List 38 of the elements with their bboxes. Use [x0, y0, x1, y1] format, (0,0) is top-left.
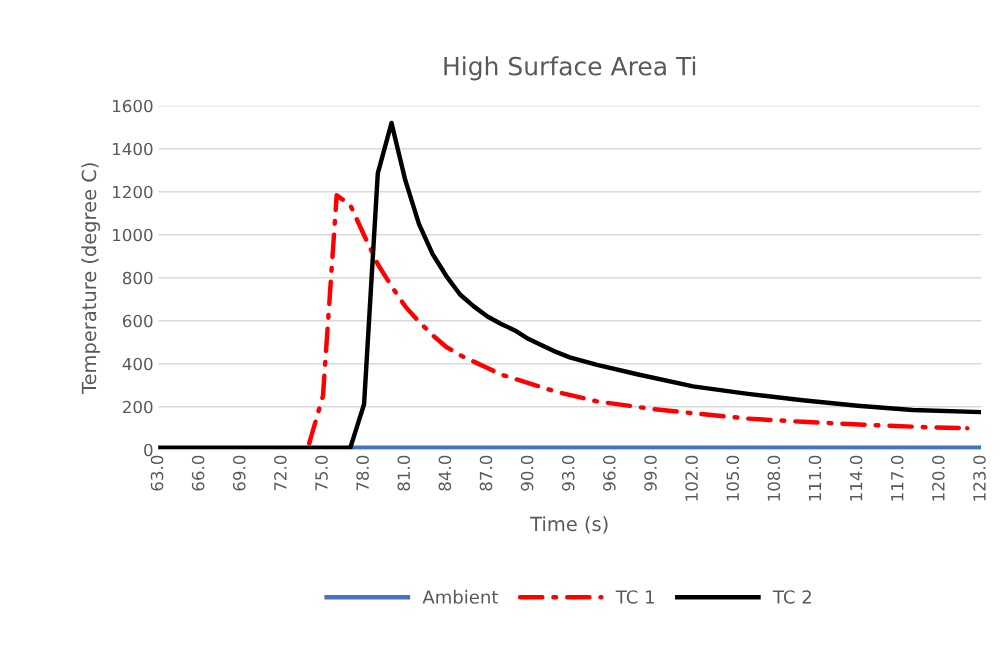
x-tick-label: 117.0	[890, 455, 904, 501]
x-tick-label: 78.0	[356, 455, 369, 491]
y-tick-label: 400	[122, 357, 153, 371]
legend-label: Ambient	[422, 589, 498, 604]
x-tick-label: 108.0	[767, 455, 781, 501]
x-tick-label: 102.0	[685, 455, 698, 501]
y-tick-label: 1600	[113, 99, 153, 113]
x-tick-label: 96.0	[603, 455, 616, 491]
point	[965, 426, 970, 431]
chart-title: High Surface Area Ti	[444, 56, 696, 81]
legend-label: TC 1	[615, 590, 654, 604]
y-tick-label: 600	[122, 314, 153, 328]
x-tick-label: 111.0	[808, 455, 822, 501]
x-tick-label: 90.0	[520, 455, 534, 491]
y-tick-label: 1400	[113, 142, 153, 156]
x-axis-title: Time (s)	[530, 516, 608, 534]
x-tick-label: 99.0	[644, 455, 657, 491]
x-tick-label: 84.0	[438, 455, 452, 491]
x-tick-label: 105.0	[726, 455, 740, 501]
y-tick-label: 0	[144, 443, 153, 457]
x-tick-label: 87.0	[479, 455, 493, 491]
x-tick-label: 72.0	[274, 455, 287, 491]
y-axis-title: Temperature (degree C)	[81, 163, 101, 395]
y-tick-label: 1200	[113, 185, 153, 199]
x-tick-label: 75.0	[315, 455, 328, 491]
x-tick-label: 66.0	[191, 455, 205, 491]
x-tick-label: 123.0	[973, 455, 986, 501]
x-tick-label: 63.0	[150, 455, 164, 491]
y-tick-label: 800	[122, 271, 153, 285]
x-tick-label: 120.0	[932, 455, 945, 501]
y-tick-label: 1000	[113, 228, 153, 242]
x-tick-label: 69.0	[232, 455, 246, 491]
x-tick-label: 81.0	[397, 455, 411, 491]
y-tick-label: 200	[123, 400, 153, 414]
x-tick-label: 93.0	[561, 455, 575, 491]
line-series	[158, 120, 981, 450]
x-tick-label: 114.0	[849, 455, 863, 501]
legend-label: TC 2	[772, 590, 811, 604]
